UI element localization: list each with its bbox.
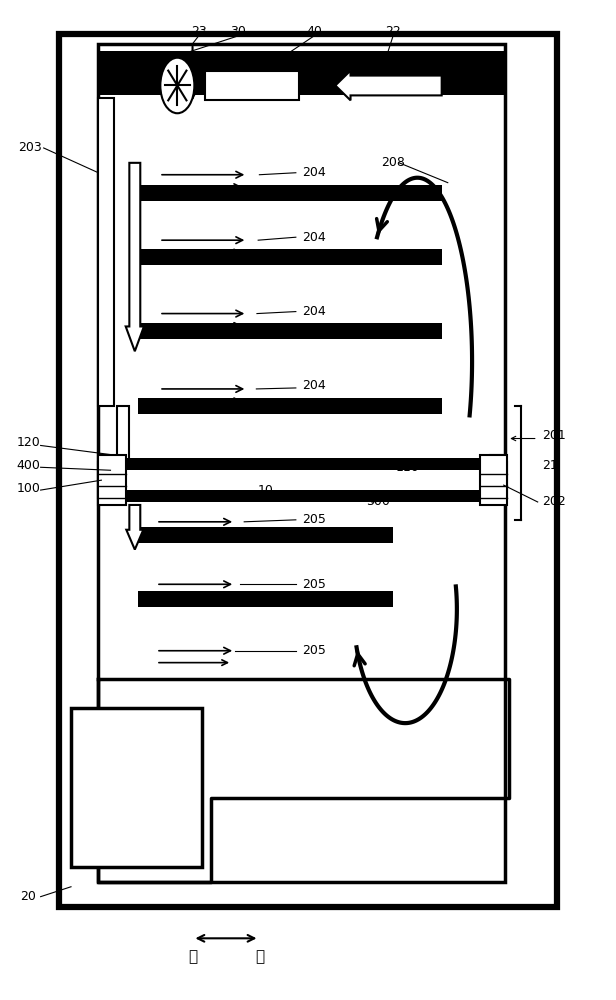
Text: 30: 30 (230, 25, 246, 38)
Text: 22: 22 (385, 25, 401, 38)
Bar (480, 455, 507, 505)
Text: 204: 204 (302, 305, 326, 318)
Text: 10: 10 (257, 484, 274, 497)
Bar (99, 458, 507, 470)
Text: 208: 208 (381, 156, 405, 169)
Text: 后: 后 (188, 949, 197, 964)
Circle shape (160, 58, 195, 113)
Bar (99, 455, 126, 505)
Bar (99, 98, 113, 406)
Bar (138, 527, 393, 543)
FancyArrow shape (126, 505, 144, 550)
Text: 204: 204 (302, 166, 326, 179)
Bar (99, 462, 507, 498)
Text: 40: 40 (306, 25, 322, 38)
Text: 205: 205 (302, 644, 326, 657)
Bar (138, 398, 442, 414)
Bar (99, 51, 506, 95)
Text: 203: 203 (18, 141, 41, 154)
Text: 300: 300 (366, 495, 389, 508)
FancyArrow shape (335, 71, 442, 100)
FancyArrow shape (126, 163, 144, 351)
Text: 120: 120 (17, 436, 41, 449)
Text: 201: 201 (542, 429, 565, 442)
Bar (116, 406, 129, 470)
Text: 前: 前 (255, 949, 264, 964)
Text: 110: 110 (396, 461, 420, 474)
Bar (99, 44, 506, 882)
Bar (205, 71, 299, 100)
Bar (490, 455, 503, 495)
Text: 20: 20 (20, 890, 36, 903)
Text: 400: 400 (17, 459, 41, 472)
Bar (138, 249, 442, 265)
Text: 205: 205 (302, 578, 326, 591)
Text: 204: 204 (302, 231, 326, 244)
Bar (138, 591, 393, 607)
Text: 204: 204 (302, 379, 326, 392)
Text: 100: 100 (17, 482, 41, 495)
Bar (71, 708, 201, 867)
Bar (59, 34, 557, 907)
Text: 205: 205 (302, 513, 326, 526)
Text: 21: 21 (542, 459, 557, 472)
Text: 23: 23 (191, 25, 206, 38)
Bar (138, 323, 442, 339)
Bar (138, 185, 442, 201)
Bar (99, 490, 507, 502)
Text: 202: 202 (542, 495, 565, 508)
